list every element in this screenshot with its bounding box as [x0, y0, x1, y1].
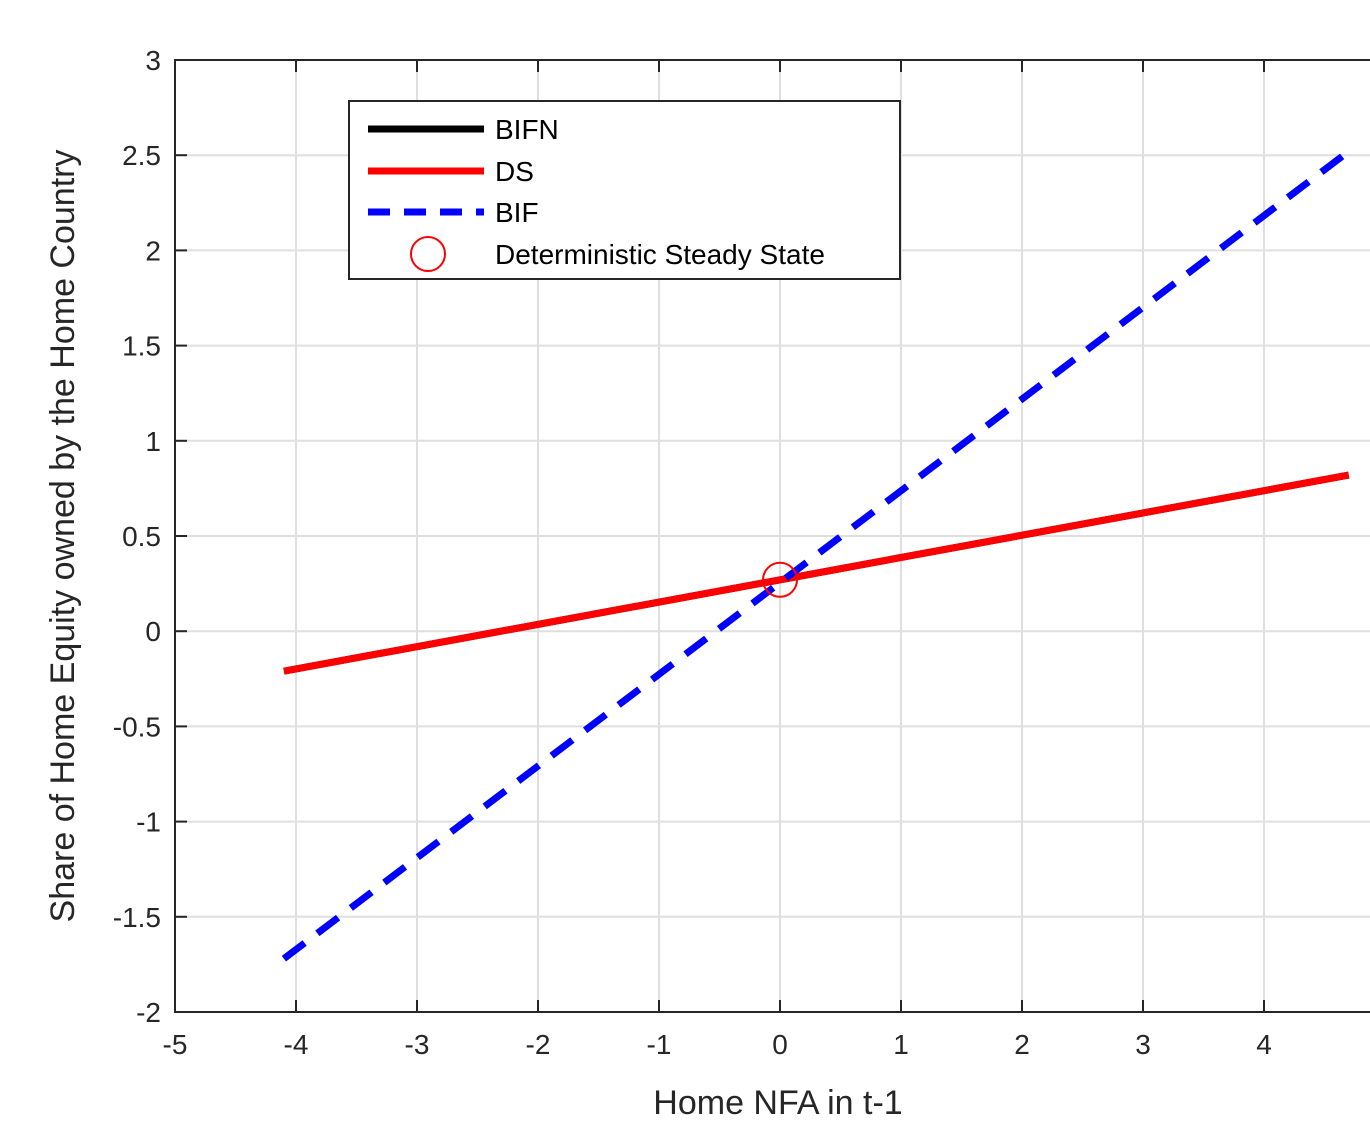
x-tick-label: 4: [1256, 1029, 1272, 1060]
legend: BIFN DS BIF Deterministic Steady State: [348, 100, 901, 280]
legend-swatch-marker: [410, 236, 446, 272]
series-layer: [281, 148, 1351, 962]
x-tick-label: 3: [1135, 1029, 1151, 1060]
x-axis-title: Home NFA in t-1: [653, 1084, 902, 1122]
legend-entries: BIFN DS BIF Deterministic Steady State: [368, 114, 825, 272]
x-tick-label: 0: [772, 1029, 788, 1060]
x-tick-label: -3: [405, 1029, 430, 1060]
y-tick-label: 0.5: [122, 521, 161, 552]
series-line-bif: [281, 148, 1351, 962]
series-line-ds: [283, 471, 1350, 675]
y-tick-label: 0: [145, 616, 161, 647]
x-tick-label: -5: [163, 1029, 188, 1060]
y-tick-label: -1.5: [113, 902, 161, 933]
y-tick-label: 1.5: [122, 331, 161, 362]
legend-label-bifn: BIFN: [495, 114, 559, 145]
y-tick-label: 2: [145, 235, 161, 266]
x-tick-label: 2: [1014, 1029, 1030, 1060]
legend-label-ds: DS: [495, 156, 534, 187]
legend-label-marker: Deterministic Steady State: [495, 239, 825, 270]
steady-state-marker: [762, 561, 798, 598]
x-tick-label: -2: [526, 1029, 551, 1060]
y-axis-title: Share of Home Equity owned by the Home C…: [44, 150, 82, 923]
y-tick-label: 1: [145, 426, 161, 457]
marker-layer: [762, 561, 798, 598]
y-tick-label: 3: [145, 45, 161, 76]
y-tick-label: 2.5: [122, 140, 161, 171]
y-tick-label: -0.5: [113, 711, 161, 742]
x-tick-label: -4: [284, 1029, 309, 1060]
y-tick-label: -2: [136, 997, 161, 1028]
x-tick-label: -1: [647, 1029, 672, 1060]
y-tick-label: -1: [136, 807, 161, 838]
x-tick-label: 1: [893, 1029, 909, 1060]
tick-labels: -5 -4 -3 -2 -1 0 1 2 3 4 -2 -1.5 -1 -0.5 0 0.5 1 1.5 2 2.5 3: [113, 45, 1272, 1060]
legend-label-bif: BIF: [495, 197, 539, 228]
axes: [174, 59, 1370, 1013]
